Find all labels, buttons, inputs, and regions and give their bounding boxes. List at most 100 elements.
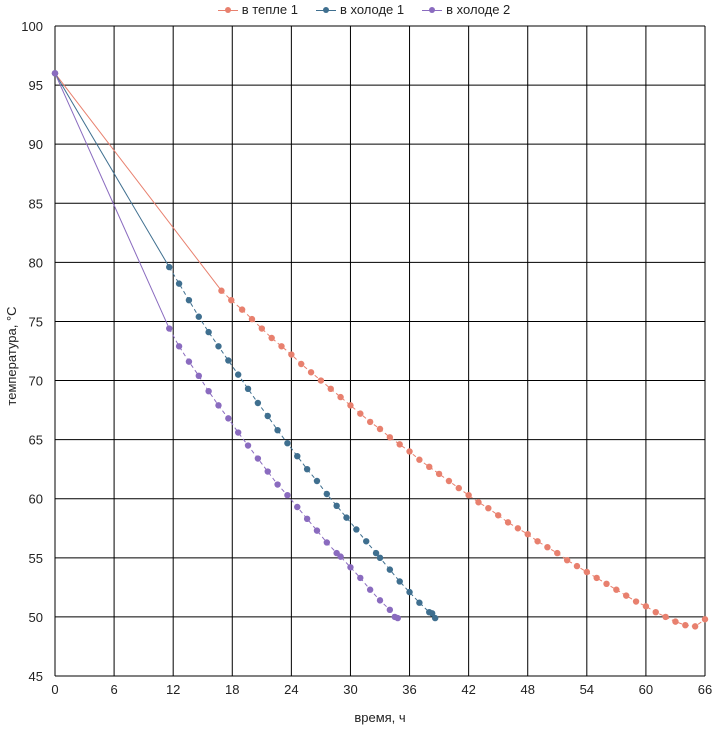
data-point [376, 597, 384, 604]
data-point [376, 554, 384, 562]
data-point [175, 280, 183, 287]
data-point [225, 357, 232, 364]
data-point [534, 538, 541, 545]
data-point [228, 296, 235, 304]
data-point [303, 465, 311, 473]
data-point [215, 343, 222, 350]
legend-label: в холоде 1 [339, 2, 405, 17]
data-point [691, 623, 699, 630]
grid [54, 25, 706, 677]
data-point [701, 616, 709, 623]
data-point [465, 491, 472, 499]
data-point [357, 574, 364, 582]
data-point [431, 614, 439, 622]
x-tick-label: 24 [284, 682, 298, 697]
data-point [258, 325, 266, 332]
x-tick-label: 36 [402, 682, 416, 697]
data-point [376, 425, 384, 433]
data-point [672, 618, 679, 625]
series-line-segment [54, 72, 222, 292]
data-point [215, 402, 222, 409]
legend: в тепле 1 в холоде 1 в холоде 2 [0, 2, 728, 17]
data-point [327, 385, 334, 393]
data-point [363, 538, 370, 545]
x-tick-label: 48 [520, 682, 534, 697]
data-point [554, 549, 561, 557]
data-point [396, 441, 403, 448]
data-point [652, 608, 659, 616]
data-point [264, 412, 271, 420]
data-point [494, 512, 502, 519]
data-point [632, 598, 640, 605]
series-line [168, 266, 436, 619]
data-point [303, 515, 311, 523]
data-point [185, 358, 193, 365]
data-point [278, 343, 285, 350]
legend-label: в тепле 1 [241, 2, 298, 17]
data-point [205, 387, 212, 395]
data-point [445, 477, 453, 485]
data-point [583, 568, 591, 576]
y-tick-label: 80 [29, 255, 43, 270]
data-point [682, 621, 689, 629]
series-line [168, 328, 398, 619]
series-3 [51, 70, 401, 622]
y-tick-label: 90 [29, 137, 43, 152]
x-tick-label: 12 [166, 682, 180, 697]
data-point [294, 452, 301, 460]
x-tick-label: 0 [51, 682, 58, 697]
data-point [514, 525, 522, 532]
x-tick-label: 60 [639, 682, 653, 697]
data-point [244, 442, 252, 449]
data-point [313, 527, 321, 534]
data-point [254, 455, 262, 462]
data-point [428, 610, 436, 617]
y-tick-labels: 45 50 55 60 65 70 75 80 85 90 95 100 [21, 19, 43, 684]
data-point [544, 543, 551, 551]
data-point [244, 385, 252, 393]
data-point [347, 402, 354, 409]
x-tick-label: 30 [343, 682, 357, 697]
data-point [623, 592, 630, 599]
data-point [406, 448, 413, 455]
y-tick-label: 45 [29, 669, 43, 684]
y-tick-label: 95 [29, 78, 43, 93]
data-point [313, 477, 321, 485]
data-point [205, 328, 212, 336]
data-point [662, 613, 669, 621]
x-tick-labels: 0 6 12 18 24 30 36 42 48 54 60 66 [51, 682, 712, 697]
data-point [268, 334, 275, 342]
data-point [195, 313, 202, 320]
data-point [337, 553, 344, 560]
data-point [475, 499, 482, 506]
y-tick-label: 55 [29, 551, 43, 566]
y-axis-label: температура, °С [4, 306, 19, 405]
data-point [264, 468, 271, 475]
legend-label: в холоде 2 [446, 2, 511, 17]
data-point [51, 70, 59, 77]
data-point [234, 371, 242, 378]
data-point [366, 586, 374, 593]
data-point [563, 556, 571, 564]
data-point [386, 434, 394, 441]
data-point [353, 526, 360, 533]
data-point [396, 578, 403, 585]
data-point [455, 484, 462, 492]
data-point [225, 415, 232, 422]
data-point [195, 372, 202, 380]
data-point [603, 580, 610, 588]
data-point [435, 470, 443, 478]
data-point [175, 343, 183, 350]
series-line-segment [54, 73, 170, 329]
data-point [357, 410, 364, 417]
data-point [238, 306, 246, 313]
data-point [593, 574, 600, 582]
data-point [337, 393, 344, 401]
data-point [274, 481, 281, 488]
data-point [642, 603, 650, 610]
data-point [166, 325, 173, 332]
data-point [323, 490, 331, 498]
data-point [426, 463, 433, 471]
y-tick-label: 70 [29, 374, 43, 389]
